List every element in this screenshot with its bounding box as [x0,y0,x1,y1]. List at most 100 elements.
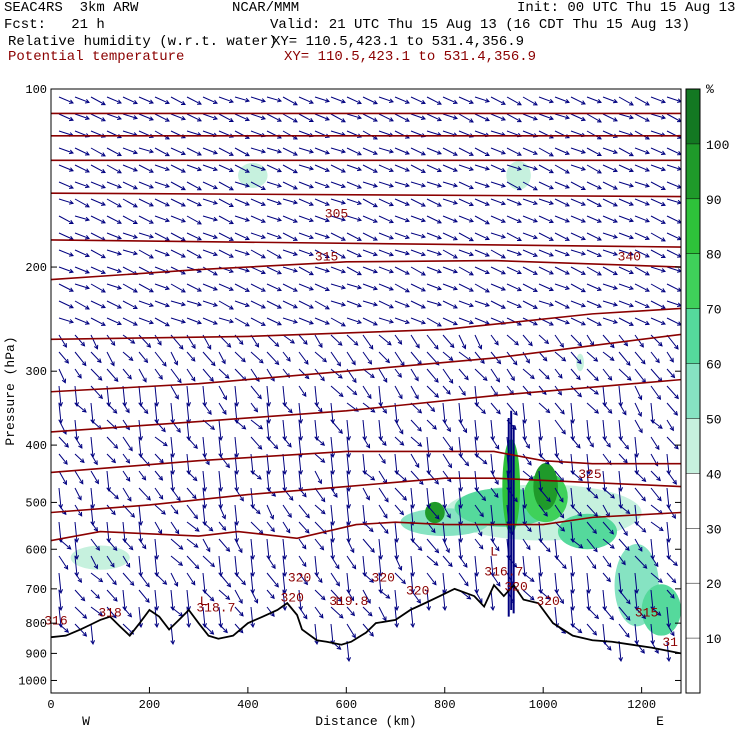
wind-vector [250,538,254,560]
wind-vector [346,470,350,492]
wind-arrowhead [190,580,196,586]
wind-vector [378,572,382,594]
wind-vector [410,181,426,187]
wind-vector [234,589,243,604]
theta-contour [51,192,681,198]
wind-arrowhead [100,304,106,309]
wind-arrowhead [132,250,139,256]
wind-vector [394,249,410,255]
wind-vector [154,147,170,157]
wind-vector [442,436,454,451]
wind-vector [586,419,590,441]
wind-vector [122,317,138,326]
wind-arrowhead [260,185,266,190]
wind-vector [362,436,370,449]
wind-vector [474,487,486,501]
wind-vector [74,368,82,379]
wind-vector [586,317,602,326]
wind-arrowhead [382,441,387,446]
wind-vector [138,113,154,121]
wind-vector [298,317,314,325]
wind-vector [602,538,615,549]
wind-arrowhead [356,236,362,241]
theta-label: L [200,594,208,609]
wind-arrowhead [484,320,490,325]
wind-vector [442,402,446,424]
wind-vector [202,504,206,526]
wind-vector [90,419,102,430]
wind-vector [138,470,146,481]
wind-arrowhead [209,630,215,635]
wind-arrowhead [543,511,548,517]
wind-vector [410,487,414,509]
wind-vector [314,385,318,407]
wind-vector [474,385,478,407]
wind-vector [586,147,602,156]
wind-arrowhead [177,378,182,384]
wind-arrowhead [404,270,410,275]
wind-arrowhead [468,287,474,292]
wind-vector [394,113,410,122]
wind-vector [58,113,74,121]
wind-arrowhead [194,527,200,532]
wind-arrowhead [462,428,468,434]
wind-vector [346,215,362,221]
wind-arrowhead [484,302,490,307]
theta-label: 340 [618,250,641,265]
wind-vector [666,266,681,272]
wind-vector [474,198,490,206]
wind-arrowhead [596,303,602,308]
wind-vector [426,181,442,187]
wind-vector [426,538,439,553]
wind-vector [426,164,442,172]
wind-arrowhead [84,151,90,156]
wind-vector [618,589,631,604]
wind-vector [154,164,170,171]
x-tick-label: 1000 [529,698,558,712]
wind-vector [410,572,414,594]
wind-arrowhead [402,496,408,501]
colorbar-tick-label: 30 [706,522,722,537]
wind-vector [298,181,314,188]
wind-arrowhead [638,428,643,434]
wind-vector [330,266,346,273]
wind-vector [58,470,67,485]
wind-vector [362,589,371,604]
wind-vector [106,266,122,273]
wind-vector [218,385,227,400]
wind-arrowhead [530,374,535,380]
wind-vector [394,351,405,366]
wind-vector [202,538,211,552]
wind-vector [394,181,410,187]
wind-vector [570,470,583,481]
wind-vector [362,538,375,553]
wind-arrowhead [112,613,117,619]
wind-arrowhead [350,611,356,617]
wind-arrowhead [205,460,210,466]
wind-arrowhead [308,99,314,104]
wind-vector [586,249,602,257]
colorbar-tick-label: 90 [706,193,722,208]
wind-vector [378,504,388,519]
wind-arrowhead [580,270,586,275]
wind-vector [74,487,82,500]
wind-vector [138,334,151,348]
wind-arrowhead [125,562,131,568]
wind-vector [554,181,570,189]
wind-arrowhead [426,606,432,612]
wind-arrowhead [580,116,586,122]
wind-arrowhead [625,509,631,515]
wind-arrowhead [180,236,186,242]
wind-arrowhead [559,497,564,503]
wind-arrowhead [410,623,416,629]
wind-vector [330,249,346,259]
wind-vector [650,402,654,424]
wind-arrowhead [545,408,551,414]
wind-vector [138,436,142,458]
wind-vector [522,232,538,239]
wind-vector [554,504,565,518]
wind-vector [506,385,514,395]
wind-arrowhead [564,285,570,290]
wind-vector [314,504,326,515]
wind-vector [122,572,135,586]
